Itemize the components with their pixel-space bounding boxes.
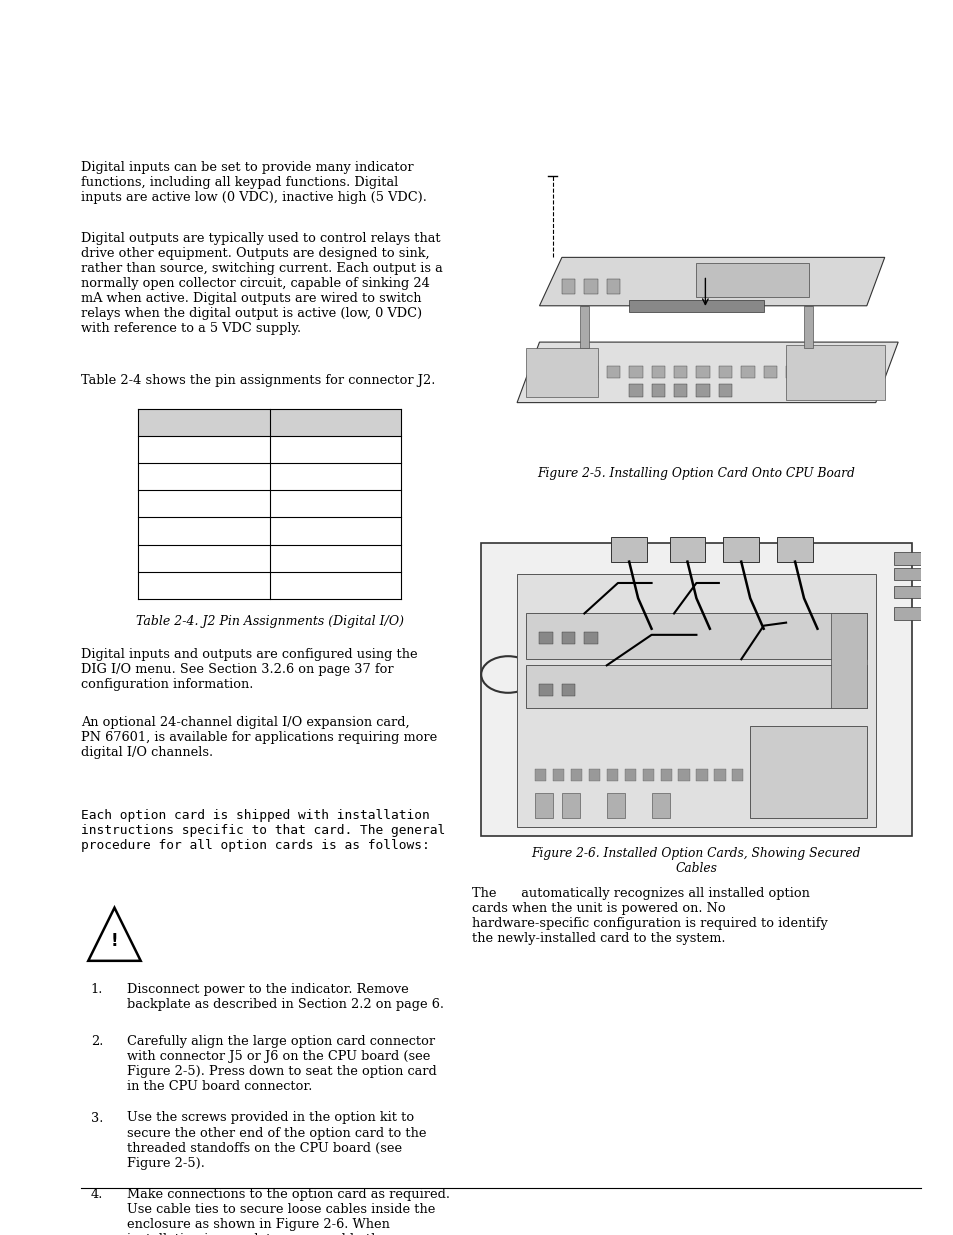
Text: Table 2-4 shows the pin assignments for connector J2.: Table 2-4 shows the pin assignments for …	[81, 374, 435, 388]
Polygon shape	[893, 568, 920, 580]
Text: An optional 24-channel digital I/O expansion card,
PN 67601, is available for ap: An optional 24-channel digital I/O expan…	[81, 716, 436, 760]
Text: Digital outputs are typically used to control relays that
drive other equipment.: Digital outputs are typically used to co…	[81, 232, 442, 335]
Polygon shape	[629, 367, 642, 378]
Polygon shape	[611, 537, 646, 562]
Polygon shape	[740, 367, 754, 378]
Polygon shape	[539, 257, 883, 306]
Polygon shape	[583, 632, 598, 643]
Text: 4.: 4.	[91, 1188, 103, 1202]
Polygon shape	[777, 537, 812, 562]
Polygon shape	[606, 367, 619, 378]
Text: Disconnect power to the indicator. Remove
backplate as described in Section 2.2 : Disconnect power to the indicator. Remov…	[127, 983, 443, 1011]
Polygon shape	[722, 537, 759, 562]
Polygon shape	[651, 367, 664, 378]
Polygon shape	[539, 684, 553, 695]
Polygon shape	[696, 769, 707, 782]
Polygon shape	[803, 306, 812, 348]
Polygon shape	[624, 769, 636, 782]
Polygon shape	[561, 684, 575, 695]
Polygon shape	[553, 769, 563, 782]
Text: The      automatically recognizes all installed option
cards when the unit is po: The automatically recognizes all install…	[472, 887, 827, 945]
Polygon shape	[696, 263, 807, 296]
Polygon shape	[893, 608, 920, 620]
Polygon shape	[579, 306, 588, 348]
Polygon shape	[570, 769, 581, 782]
Polygon shape	[807, 367, 821, 378]
Polygon shape	[659, 769, 671, 782]
Polygon shape	[606, 793, 624, 818]
Polygon shape	[696, 384, 709, 396]
Polygon shape	[651, 793, 669, 818]
Polygon shape	[893, 587, 920, 598]
Text: !: !	[111, 931, 118, 950]
Polygon shape	[525, 666, 866, 708]
Polygon shape	[480, 543, 911, 836]
Polygon shape	[762, 367, 777, 378]
Polygon shape	[678, 769, 689, 782]
Text: 2.: 2.	[91, 1035, 103, 1049]
Polygon shape	[673, 367, 687, 378]
Polygon shape	[749, 726, 866, 818]
Polygon shape	[830, 614, 866, 708]
Text: Each option card is shipped with installation
instructions specific to that card: Each option card is shipped with install…	[81, 809, 445, 852]
Polygon shape	[525, 614, 866, 659]
Text: Digital inputs and outputs are configured using the
DIG I/O menu. See Section 3.: Digital inputs and outputs are configure…	[81, 648, 417, 692]
Text: 3.: 3.	[91, 1112, 103, 1125]
Polygon shape	[525, 348, 598, 396]
Polygon shape	[830, 367, 843, 378]
Text: Digital inputs can be set to provide many indicator
functions, including all key: Digital inputs can be set to provide man…	[81, 161, 427, 204]
Polygon shape	[629, 300, 762, 312]
Polygon shape	[606, 769, 618, 782]
Bar	[138, 409, 400, 436]
Polygon shape	[583, 279, 598, 294]
Polygon shape	[696, 367, 709, 378]
Polygon shape	[561, 367, 575, 378]
Text: Table 2-4. J2 Pin Assignments (Digital I/O): Table 2-4. J2 Pin Assignments (Digital I…	[136, 615, 403, 629]
Polygon shape	[719, 367, 732, 378]
Polygon shape	[517, 574, 875, 827]
Polygon shape	[517, 342, 898, 403]
Text: Carefully align the large option card connector
with connector J5 or J6 on the C: Carefully align the large option card co…	[127, 1035, 436, 1093]
Polygon shape	[673, 384, 687, 396]
Polygon shape	[642, 769, 653, 782]
Polygon shape	[669, 537, 704, 562]
Polygon shape	[535, 793, 553, 818]
Polygon shape	[651, 384, 664, 396]
Text: Figure 2-5. Installing Option Card Onto CPU Board: Figure 2-5. Installing Option Card Onto …	[537, 467, 855, 480]
Polygon shape	[561, 632, 575, 643]
Polygon shape	[606, 279, 619, 294]
Polygon shape	[539, 367, 553, 378]
Polygon shape	[893, 552, 920, 564]
Polygon shape	[629, 384, 642, 396]
Polygon shape	[535, 769, 546, 782]
Polygon shape	[719, 384, 732, 396]
Polygon shape	[785, 345, 883, 400]
Text: Make connections to the option card as required.
Use cable ties to secure loose : Make connections to the option card as r…	[127, 1188, 450, 1235]
Polygon shape	[583, 367, 598, 378]
Polygon shape	[785, 367, 799, 378]
Text: Use the screws provided in the option kit to
secure the other end of the option : Use the screws provided in the option ki…	[127, 1112, 426, 1170]
Polygon shape	[539, 632, 553, 643]
Polygon shape	[714, 769, 725, 782]
Text: 1.: 1.	[91, 983, 103, 997]
Text: Figure 2-6. Installed Option Cards, Showing Secured
Cables: Figure 2-6. Installed Option Cards, Show…	[531, 847, 861, 876]
Polygon shape	[588, 769, 599, 782]
Polygon shape	[561, 793, 579, 818]
Polygon shape	[561, 279, 575, 294]
Polygon shape	[732, 769, 742, 782]
